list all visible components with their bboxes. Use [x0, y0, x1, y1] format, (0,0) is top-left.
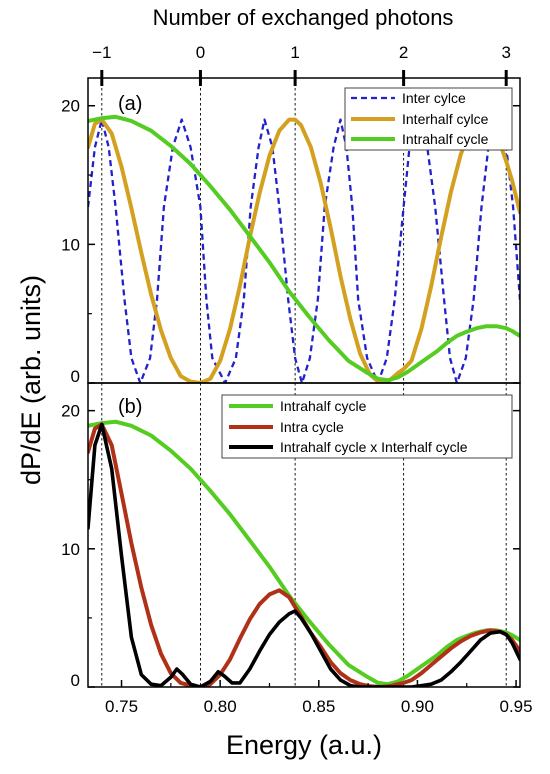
x-tick-label-2: 0.85 [302, 697, 335, 716]
panel-a: 0 10 20 (a) Inter cylce Interhalf cylce In… [61, 77, 521, 386]
x-tick-label-3: 0.90 [401, 697, 434, 716]
y-tick-label-b-0: 0 [71, 671, 80, 690]
series-a-inter-cylce [88, 118, 520, 383]
top-tick-label-4: 3 [501, 43, 510, 62]
legend-label-inter-cycle: Inter cylce [402, 90, 466, 106]
x-axis-title: Energy (a.u.) [226, 730, 382, 760]
y-tick-label-a-2: 20 [61, 97, 80, 116]
panel-b: 0 10 20 (b) Intrahalf cycle Intra cycle In… [61, 382, 521, 690]
legend-label-intrahalf-cycle-b: Intrahalf cycle [280, 398, 367, 414]
bottom-x-axis: 0.75 0.80 0.85 0.90 0.95 [105, 680, 533, 716]
series-a-intrahalf-cycle [88, 114, 520, 383]
top-tick-label-2: 1 [290, 43, 299, 62]
panel-b-label: (b) [118, 396, 142, 418]
series-b-intra-cycle [88, 422, 520, 687]
top-x-axis: −1 0 1 2 3 [92, 43, 511, 86]
x-tick-label-0: 0.75 [105, 697, 138, 716]
top-axis-title: Number of exchanged photons [153, 5, 454, 30]
panel-b-frame [87, 382, 521, 688]
y-tick-label-a-0: 0 [71, 367, 80, 386]
x-tick-label-1: 0.80 [204, 697, 237, 716]
legend-label-intrahalf-cycle: Intrahalf cycle [402, 131, 489, 147]
y-tick-label-a-1: 10 [61, 235, 80, 254]
panel-a-legend: Inter cylce Interhalf cylce Intrahalf cy… [344, 87, 513, 151]
y-tick-label-b-1: 10 [61, 540, 80, 559]
top-tick-label-0: −1 [92, 43, 111, 62]
panel-a-label: (a) [118, 93, 142, 115]
photon-reference-lines [101, 78, 507, 687]
legend-label-interhalf-cycle: Interhalf cylce [402, 111, 489, 127]
series-b-intrahalf-cycle-x-interhalf-cycle [88, 422, 520, 687]
legend-label-product: Intrahalf cycle x Interhalf cycle [280, 439, 468, 455]
legend-label-intra-cycle: Intra cycle [280, 419, 344, 435]
top-tick-label-3: 2 [399, 43, 408, 62]
y-tick-label-b-2: 20 [61, 402, 80, 421]
x-tick-label-4: 0.95 [500, 697, 533, 716]
panel-b-legend: Intrahalf cycle Intra cycle Intrahalf cy… [221, 394, 513, 459]
top-tick-label-1: 0 [196, 43, 205, 62]
series-a-interhalf-cylce [88, 117, 520, 383]
y-axis-title: dP/dE (arb. units) [16, 275, 46, 485]
